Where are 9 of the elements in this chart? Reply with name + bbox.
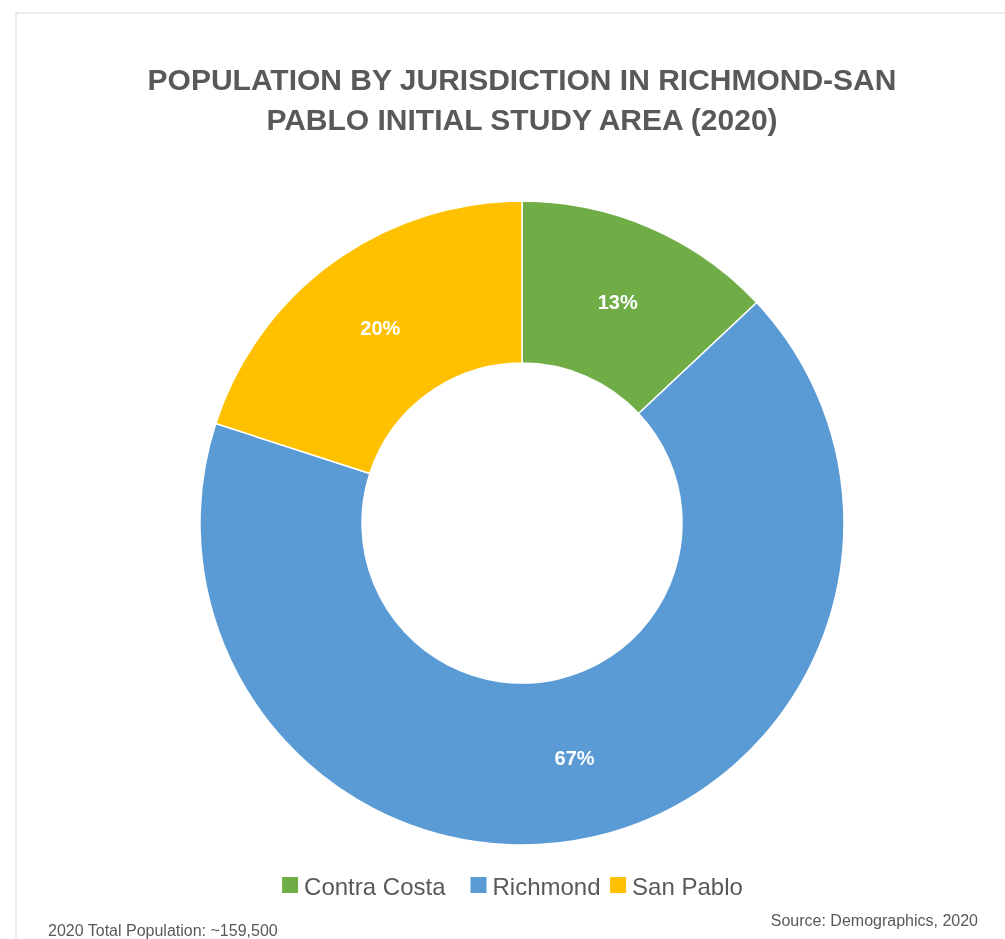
text: 2020 Total Population: ~159,500 — [48, 922, 278, 939]
data-label: 20% — [360, 317, 401, 340]
data-label: 13% — [597, 290, 638, 313]
chart-title: POPULATION BY JURISDICTION IN RICHMOND-SAN PABLO INITIAL STUDY AREA (2020) — [147, 63, 897, 136]
data-label: 67% — [554, 747, 595, 770]
source-note: Source: Demographics, 2020 — [770, 912, 979, 929]
legend-label: San Pablo — [632, 872, 743, 900]
legend-label: Contra Costa — [304, 872, 447, 900]
legend-label: Richmond — [492, 872, 601, 900]
